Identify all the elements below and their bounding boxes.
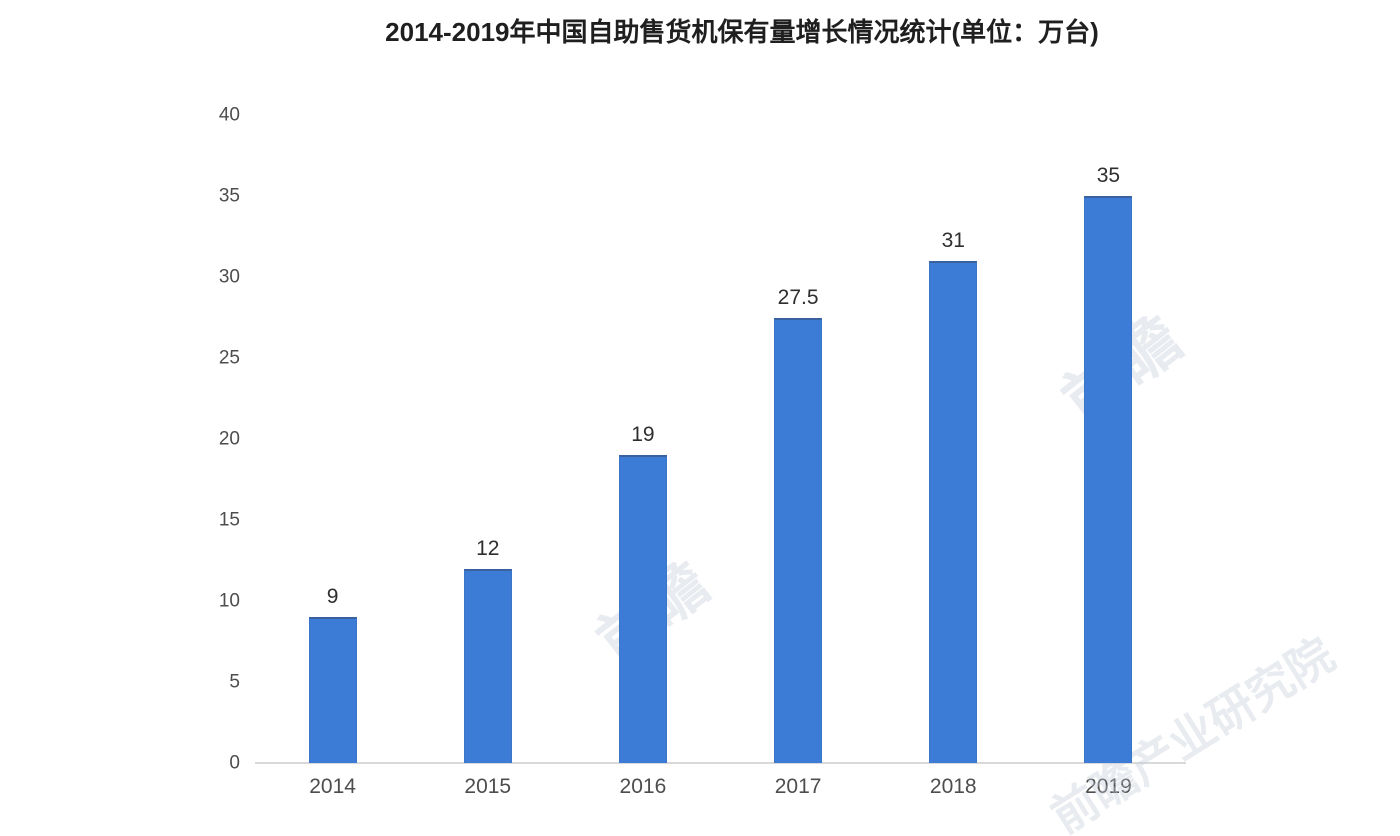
y-axis-tick-label: 25 [218,347,240,369]
bar-value-label: 35 [1096,164,1121,187]
y-axis-tick-label: 10 [218,590,240,612]
bar-value-label: 12 [476,536,500,560]
bar-2015 [463,568,512,763]
y-axis-tick-label: 30 [218,266,240,288]
y-axis-tick-label: 5 [229,671,240,693]
bar-value-label: 19 [631,423,655,447]
x-axis-tick-label: 2016 [619,775,667,798]
bar-2016 [618,455,667,763]
bar-value-label: 9 [326,585,339,609]
y-axis-tick-label: 40 [218,104,240,126]
chart-title: 2014-2019年中国自助售货机保有量增长情况统计(单位：万台) [385,17,1099,47]
y-axis-tick-label: 20 [218,428,240,450]
y-axis: 0 5 10 15 20 25 30 35 40 [150,106,240,773]
bar-value-label: 31 [941,228,965,252]
x-axis-tick-label: 2014 [309,775,356,798]
bar-value-label: 27.5 [777,285,819,309]
x-axis-tick-label: 2018 [929,775,977,798]
bar-2017 [774,317,823,763]
x-axis-tick-label: 2017 [774,775,822,798]
bar-2019 [1084,196,1133,763]
y-axis-tick-label: 15 [218,509,240,531]
x-axis-line [255,762,1186,764]
y-axis-tick-label: 35 [218,185,240,207]
x-axis: 2014 2015 2016 2017 2018 2019 [255,775,1186,815]
x-axis-tick-label: 2019 [1085,775,1132,798]
y-axis-tick-label: 0 [229,752,240,774]
bar-2018 [929,260,978,763]
plot-area: 9 12 19 27.5 31 35 [255,115,1186,764]
bar-2014 [308,617,357,763]
x-axis-tick-label: 2015 [464,775,512,798]
